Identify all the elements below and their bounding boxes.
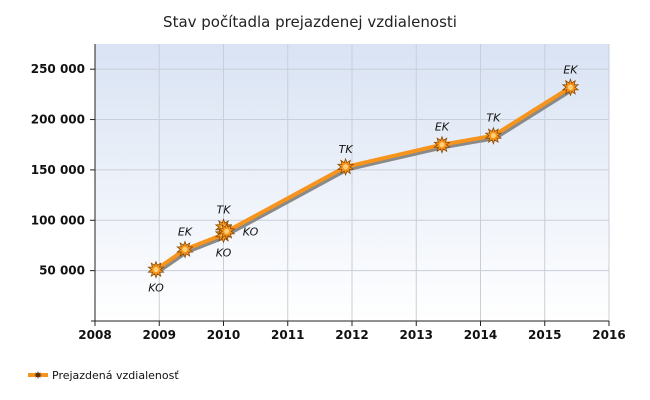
data-point-highlight bbox=[182, 246, 188, 252]
data-point-label: EK bbox=[435, 121, 450, 134]
y-tick-label: 150 000 bbox=[31, 163, 85, 177]
x-tick-label: 2015 bbox=[528, 328, 561, 342]
x-tick-label: 2014 bbox=[464, 328, 497, 342]
data-point-label: EK bbox=[178, 225, 193, 238]
data-point-label: KO bbox=[216, 246, 232, 259]
data-point-label: TK bbox=[486, 112, 501, 125]
data-point-highlight bbox=[490, 133, 496, 139]
legend-label-mileage: Prejazdená vzdialenosť bbox=[52, 369, 179, 382]
data-point-label: EK bbox=[563, 63, 578, 76]
data-point-label: KO bbox=[243, 225, 259, 238]
data-point-highlight bbox=[153, 267, 159, 273]
legend: Prejazdená vzdialenosť bbox=[28, 369, 179, 382]
data-point-highlight bbox=[439, 142, 445, 148]
y-tick-label: 200 000 bbox=[31, 113, 85, 127]
x-tick-label: 2009 bbox=[143, 328, 176, 342]
legend-swatch-marker bbox=[34, 371, 42, 379]
x-tick-label: 2010 bbox=[207, 328, 240, 342]
y-tick-label: 250 000 bbox=[31, 62, 85, 76]
x-tick-label: 2013 bbox=[400, 328, 433, 342]
data-point-highlight bbox=[224, 228, 230, 234]
data-point-highlight bbox=[567, 84, 573, 90]
y-tick-label: 50 000 bbox=[39, 264, 85, 278]
data-point-label: KO bbox=[148, 282, 164, 295]
axes bbox=[90, 44, 610, 326]
chart-title: Stav počítadla prejazdenej vzdialenosti bbox=[163, 13, 457, 31]
tick-labels: 2008 2009 2010 2011 2012 2013 2014 2015 2016 50 0… bbox=[31, 62, 626, 342]
series-layer bbox=[147, 78, 580, 279]
y-tick-label: 100 000 bbox=[31, 213, 85, 227]
data-point-highlight bbox=[343, 164, 349, 170]
x-tick-label: 2016 bbox=[592, 328, 625, 342]
data-point-label: TK bbox=[217, 203, 232, 216]
point-annotations: KO EK KO TK KO TK EK TK EK bbox=[148, 63, 578, 294]
x-tick-label: 2012 bbox=[335, 328, 368, 342]
x-tick-label: 2008 bbox=[78, 328, 111, 342]
x-tick-label: 2011 bbox=[271, 328, 304, 342]
data-point-label: TK bbox=[339, 143, 354, 156]
